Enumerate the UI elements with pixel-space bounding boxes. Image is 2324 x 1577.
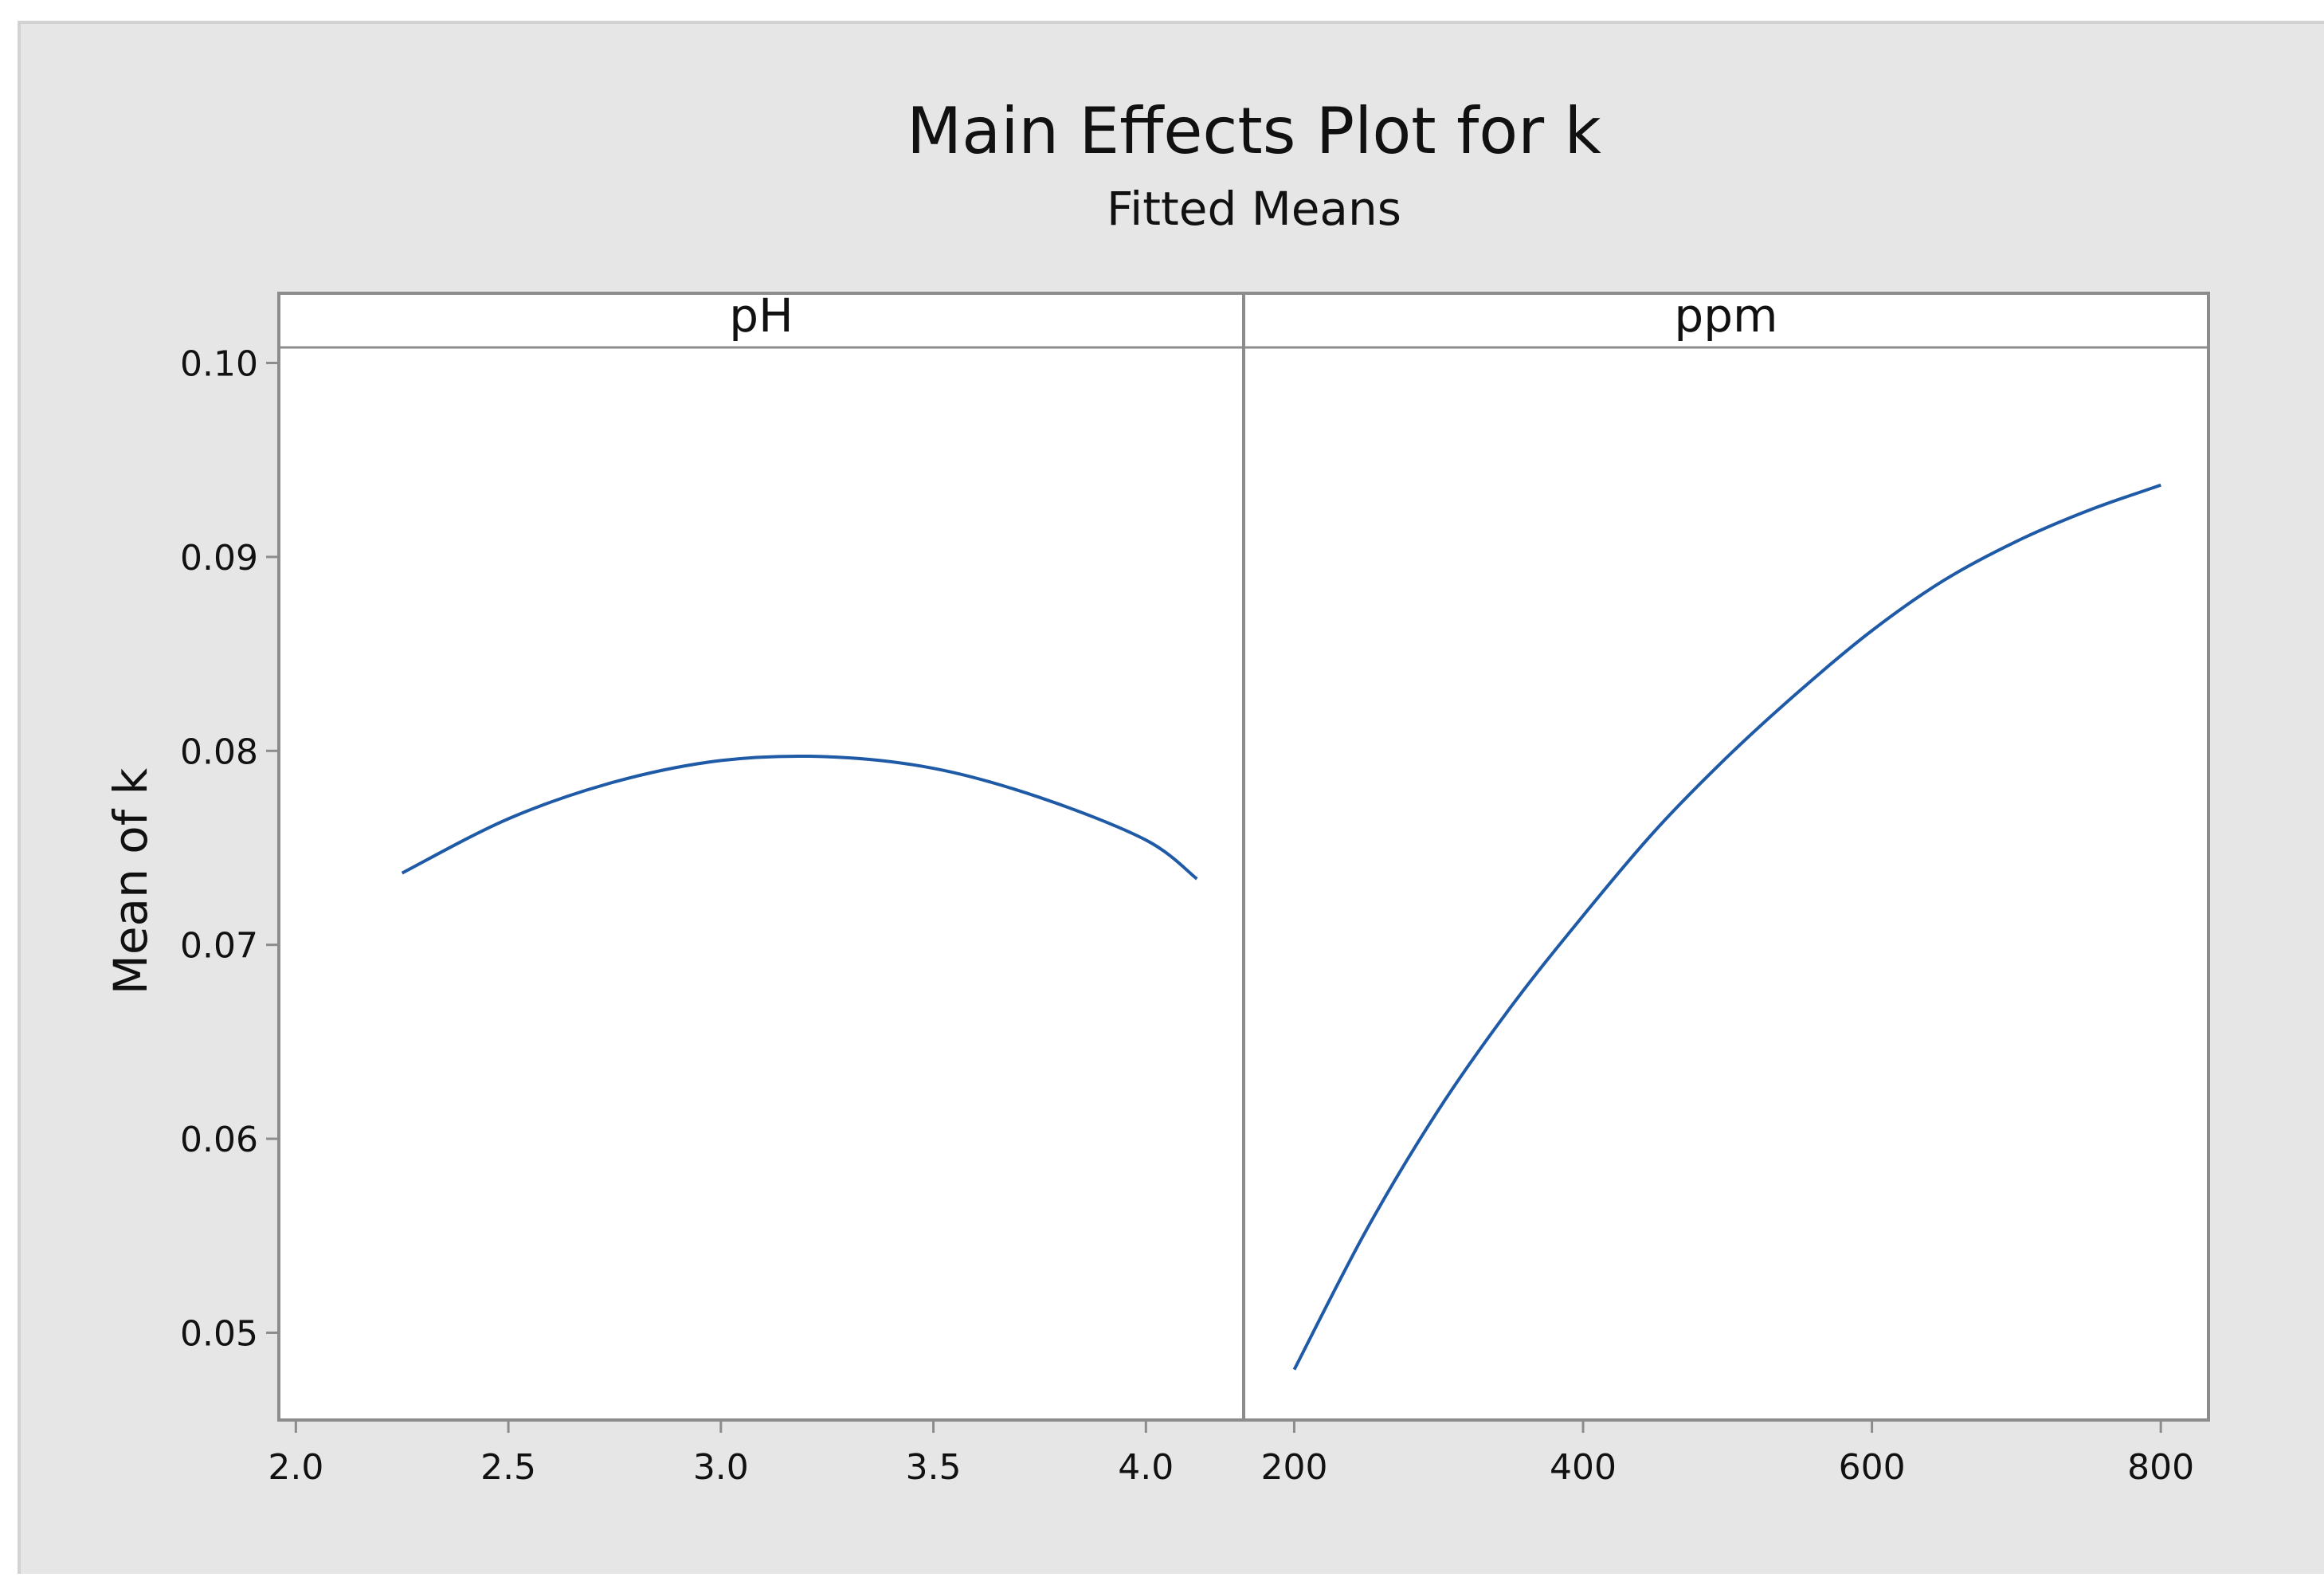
y-tick-label-3: 0.08 [180, 732, 258, 772]
chart-background: Main Effects Plot for k Fitted Means Mea… [18, 21, 2324, 1574]
y-tick-label-2: 0.07 [180, 926, 258, 967]
series-line-ppm [1292, 483, 2161, 1371]
panel-label-ppm: ppm [1674, 288, 1777, 343]
y-tick-label-4: 0.09 [180, 538, 258, 579]
plot-border [277, 292, 2210, 1422]
x-tick-label-ppm-2: 600 [1839, 1447, 1906, 1488]
x-tick-label-pH-0: 2.0 [268, 1447, 323, 1488]
main-effects-chart: Main Effects Plot for k Fitted Means Mea… [104, 94, 2210, 1488]
x-tick-label-pH-3: 3.5 [906, 1447, 962, 1488]
y-tick-label-0: 0.05 [180, 1313, 258, 1354]
panel-background-0 [279, 293, 1244, 1420]
y-tick-label-1: 0.06 [180, 1120, 258, 1160]
x-tick-label-ppm-0: 200 [1260, 1447, 1327, 1488]
x-tick-label-ppm-1: 400 [1550, 1447, 1617, 1488]
x-tick-label-pH-4: 4.0 [1118, 1447, 1174, 1488]
y-tick-label-5: 0.10 [180, 343, 258, 384]
chart-title: Main Effects Plot for k [907, 94, 1601, 168]
x-tick-label-pH-1: 2.5 [480, 1447, 536, 1488]
series-line-pH [401, 754, 1198, 881]
x-tick-label-ppm-3: 800 [2127, 1447, 2194, 1488]
panel-background-1 [1244, 293, 2208, 1420]
chart-subtitle: Fitted Means [1107, 182, 1401, 236]
panel-label-pH: pH [729, 288, 793, 343]
y-axis-title: Mean of k [104, 767, 158, 994]
plot-area: pH 2.0 2.5 3.0 3.5 4.0 ppm 200 400 600 800 0.05 0.06… [180, 288, 2210, 1488]
x-tick-label-pH-2: 3.0 [693, 1447, 749, 1488]
